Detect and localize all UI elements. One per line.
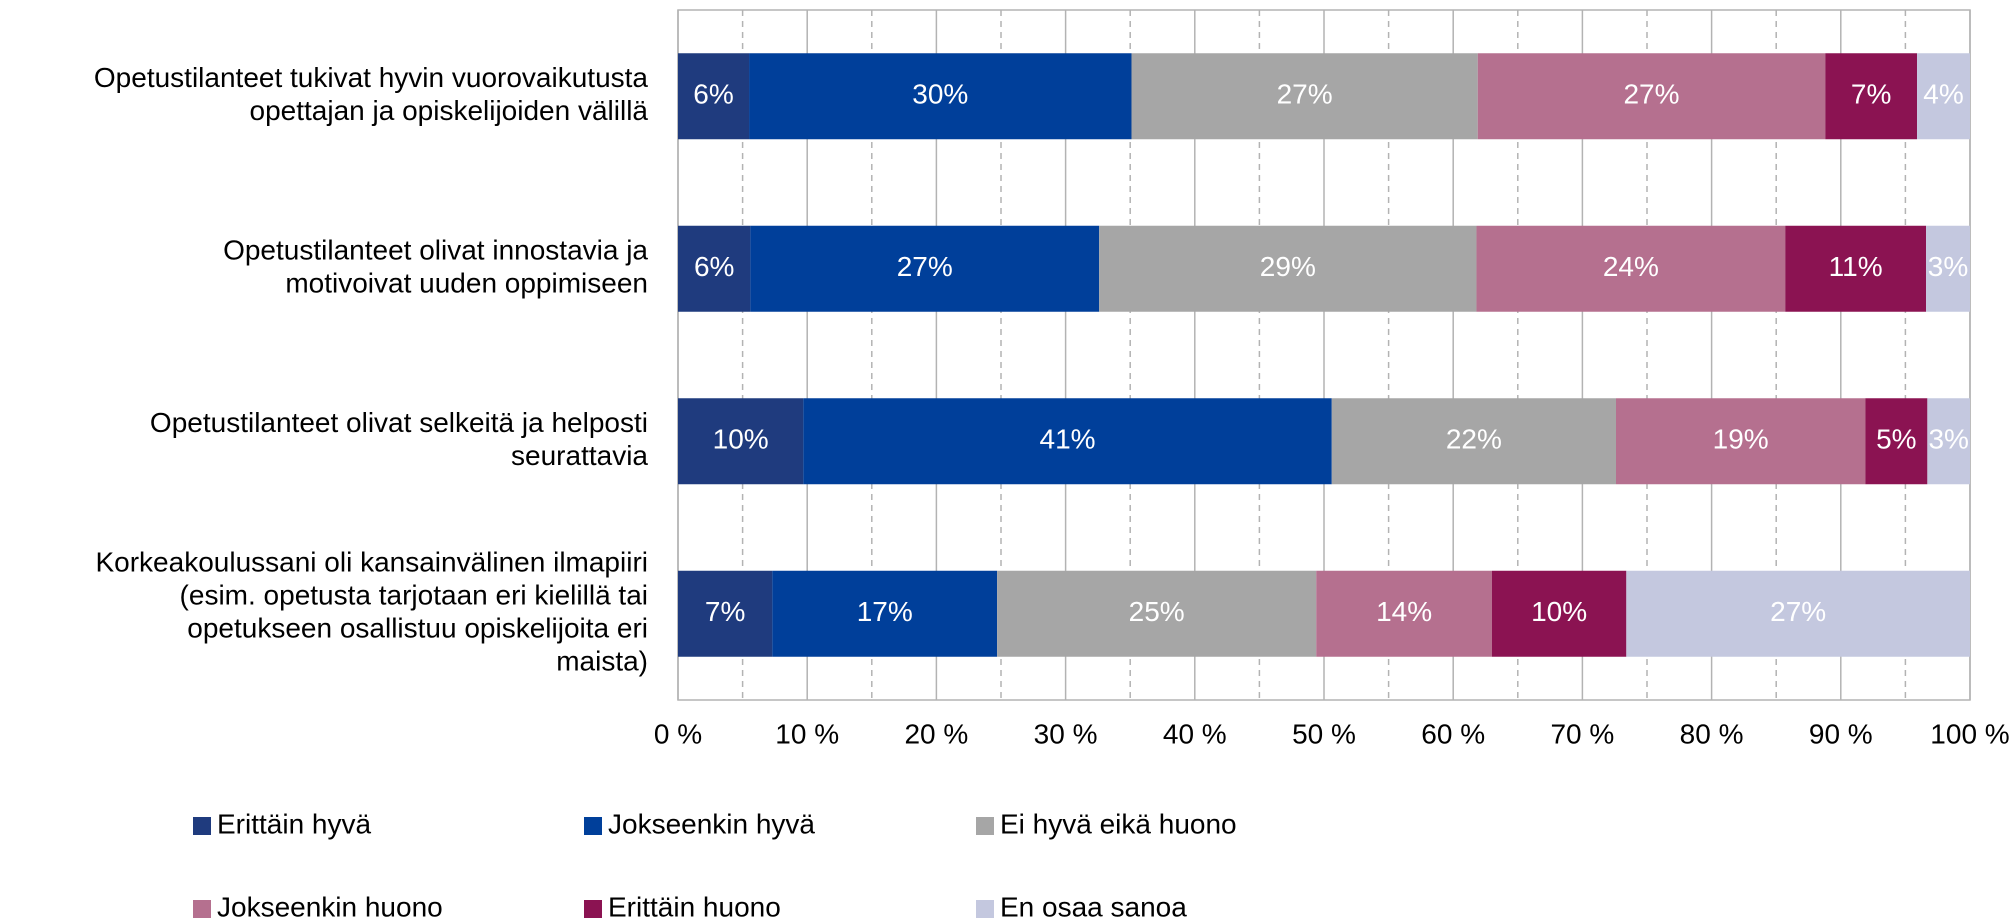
bar-segment [1316, 570, 1492, 657]
x-tick-label: 50 % [1292, 718, 1356, 749]
value-label: 3% [1928, 424, 1968, 455]
legend-label: Erittäin hyvä [217, 808, 371, 839]
bar-segment [803, 398, 1332, 485]
bar-segment [678, 53, 750, 140]
category-label: Korkeakoulussani oli kansainvälinen ilma… [95, 547, 648, 677]
bar-segment [678, 570, 773, 657]
value-label: 11% [1829, 251, 1883, 282]
value-label: 14% [1376, 596, 1432, 627]
bar-segment [1131, 53, 1478, 140]
value-label: 6% [693, 79, 733, 110]
value-label: 27% [1623, 79, 1679, 110]
value-label: 17% [857, 596, 913, 627]
value-label: 27% [897, 251, 953, 282]
legend-label: Erittäin huono [608, 891, 781, 922]
value-label: 6% [694, 251, 734, 282]
legend-swatch [976, 900, 994, 918]
bar-segment [772, 570, 998, 657]
x-tick-label: 30 % [1034, 718, 1098, 749]
value-label: 19% [1713, 424, 1769, 455]
bar-segment [678, 398, 804, 485]
value-label: 29% [1260, 251, 1316, 282]
value-label: 10% [1531, 596, 1587, 627]
bar-segment [1615, 398, 1866, 485]
value-label: 30% [912, 79, 968, 110]
bar-segment [1491, 570, 1627, 657]
bar-segment [1331, 398, 1616, 485]
value-label: 25% [1129, 596, 1185, 627]
bar-segment [1917, 53, 1970, 140]
value-label: 41% [1040, 424, 1096, 455]
x-tick-label: 80 % [1680, 718, 1744, 749]
bar-segment [1626, 570, 1970, 657]
value-label: 4% [1923, 79, 1963, 110]
bar-segment [749, 53, 1132, 140]
category-label: Opetustilanteet tukivat hyvin vuorovaiku… [94, 62, 649, 126]
bar-segment [1865, 398, 1928, 485]
legend-swatch [584, 900, 602, 918]
value-label: 24% [1603, 251, 1659, 282]
x-tick-label: 10 % [775, 718, 839, 749]
category-label: Opetustilanteet olivat selkeitä ja helpo… [150, 407, 649, 471]
value-label: 27% [1277, 79, 1333, 110]
legend-label: Jokseenkin huono [217, 891, 443, 922]
legend-swatch [976, 817, 994, 835]
value-label: 5% [1876, 424, 1916, 455]
value-label: 3% [1928, 251, 1968, 282]
legend-label: Jokseenkin hyvä [608, 808, 815, 839]
x-tick-label: 100 % [1930, 718, 2009, 749]
x-tick-label: 40 % [1163, 718, 1227, 749]
value-label: 27% [1770, 596, 1826, 627]
bar-segment [997, 570, 1317, 657]
x-tick-label: 70 % [1550, 718, 1614, 749]
bar-segment [750, 225, 1100, 312]
value-label: 10% [713, 424, 769, 455]
x-tick-label: 20 % [904, 718, 968, 749]
legend-swatch [193, 900, 211, 918]
legend-label: Ei hyvä eikä huono [1000, 808, 1237, 839]
bar-segment [1825, 53, 1918, 140]
bar-segment [1785, 225, 1927, 312]
plot-frame [677, 9, 1971, 701]
legend-label: En osaa sanoa [1000, 891, 1187, 922]
bar-segment [1476, 225, 1786, 312]
bar-segment [678, 225, 751, 312]
bar-segment [1477, 53, 1826, 140]
bar-segment [1927, 398, 1970, 485]
bar-segment [1926, 225, 1970, 312]
x-tick-label: 0 % [654, 718, 702, 749]
value-label: 7% [705, 596, 745, 627]
legend-swatch [193, 817, 211, 835]
value-label: 7% [1851, 79, 1891, 110]
x-tick-label: 60 % [1421, 718, 1485, 749]
value-label: 22% [1446, 424, 1502, 455]
bar-segment [1099, 225, 1477, 312]
legend-swatch [584, 817, 602, 835]
category-label: Opetustilanteet olivat innostavia ja moti… [223, 235, 648, 299]
x-tick-label: 90 % [1809, 718, 1873, 749]
